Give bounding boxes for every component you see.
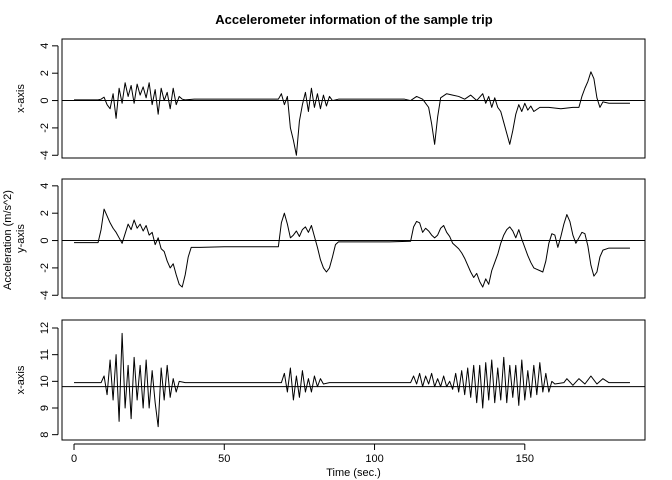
y-tick-label: -2: [39, 263, 51, 273]
y-tick-label: 0: [39, 237, 51, 243]
y-tick-label: 4: [39, 43, 51, 49]
x-tick-label: 100: [365, 453, 383, 465]
y-tick-label: 4: [39, 183, 51, 189]
y-tick-label: 9: [39, 405, 51, 411]
x-axis-label: Time (sec.): [326, 467, 381, 479]
x-tick-label: 0: [71, 453, 77, 465]
x-tick-label: 50: [218, 453, 230, 465]
x-tick-label: 150: [516, 453, 534, 465]
y-tick-label: -4: [39, 290, 51, 300]
y-tick-label: 12: [39, 322, 51, 334]
series-line: [74, 332, 630, 428]
y-tick-label: 8: [39, 432, 51, 438]
series-line: [74, 208, 630, 288]
y-tick-label: 11: [39, 349, 51, 360]
plot-frame: [61, 38, 646, 159]
chart-title: Accelerometer information of the sample …: [215, 12, 492, 27]
y-tick-label: -2: [39, 123, 51, 133]
y-tick-label: 10: [39, 375, 51, 387]
y-axis-label: x-axis: [15, 365, 27, 394]
plot-frame: [61, 178, 646, 299]
shared-y-axis-label: Acceleration (m/s^2): [2, 190, 14, 290]
panel-2: -4 -2 0 2 4 y-axis: [15, 178, 646, 300]
y-tick-label: -4: [39, 150, 51, 160]
panel-3: 8 9 10 11 12 x-axis 0 50 100 150 Time (sec.): [15, 319, 646, 479]
series-line: [74, 71, 630, 156]
plot-frame: [61, 319, 646, 441]
y-axis-label: y-axis: [15, 224, 27, 253]
panels-group: -4 -2 0 2 4 x-axis -4 -2 0 2 4 y-axis 8 9 10 11 12 x-axis…: [15, 38, 646, 479]
panel-1: -4 -2 0 2 4 x-axis: [15, 38, 646, 160]
y-tick-label: 0: [39, 97, 51, 103]
y-tick-label: 2: [39, 70, 51, 76]
y-axis-label: x-axis: [15, 84, 27, 113]
y-tick-label: 2: [39, 210, 51, 216]
